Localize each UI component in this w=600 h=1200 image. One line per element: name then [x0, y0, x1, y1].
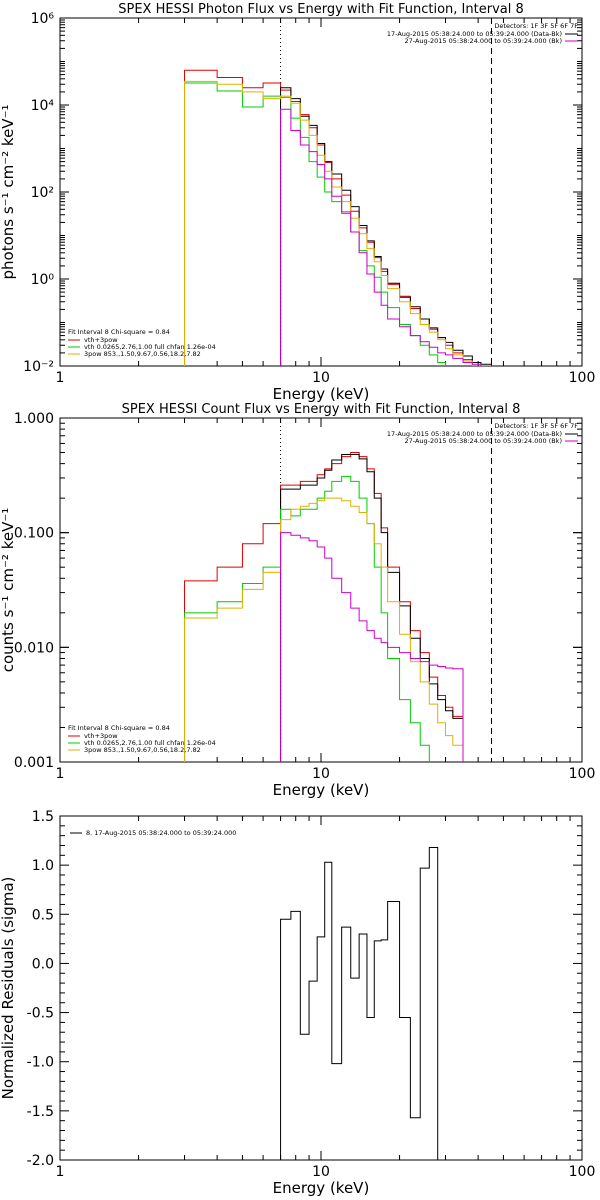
plot-area [280, 846, 439, 1160]
fit-info-label: Fit Interval 8 Chi-square = 0.84 [68, 724, 170, 732]
x-axis-label: Energy (keV) [273, 1179, 370, 1197]
chart-title: SPEX HESSI Count Flux vs Energy with Fit… [122, 402, 521, 417]
legend-entry-label: 27-Aug-2015 05:38:24.000 to 05:39:24.000… [405, 437, 562, 445]
y-tick-label: 10⁴ [31, 98, 55, 114]
y-axis-label: Normalized Residuals (sigma) [0, 877, 17, 1100]
series-line-data-bk [280, 454, 464, 762]
x-tick-label: 100 [569, 1164, 596, 1180]
y-tick-label: 1.000 [14, 411, 54, 427]
detectors-label: Detectors: 1F 3F 5F 6F 7F [494, 422, 578, 430]
legend-entry-label: vth 0.0265,2.76,1.00 full chfan 1.26e-04 [84, 739, 216, 747]
x-tick-label: 1 [56, 766, 65, 782]
axes-frame [59, 815, 583, 1161]
legend-entry-label: 8. 17-Aug-2015 05:38:24.000 to 05:39:24.… [86, 829, 236, 837]
y-tick-label: 10⁻² [23, 359, 54, 375]
axes-frame [59, 17, 583, 367]
plot-area [184, 418, 492, 762]
x-tick-label: 10 [312, 370, 330, 386]
series-line-vth [184, 475, 430, 762]
series-line-data-bk [280, 87, 492, 366]
y-tick-label: 1.0 [32, 858, 54, 874]
legend-entry-label: 17-Aug-2015 05:38:24.000 to 05:39:24.000… [387, 30, 562, 38]
legend-entry-label: 3pow 853.,1.50,9.67,0.56,18.2,7.82 [84, 746, 201, 754]
y-tick-label: 0.0 [32, 956, 54, 972]
fit-info-label: Fit Interval 8 Chi-square = 0.84 [68, 328, 170, 336]
x-axis-label: Energy (keV) [273, 385, 370, 403]
series-line-3pow [184, 497, 464, 762]
legend-entry-label: vth+3pow [84, 336, 118, 344]
x-axis-label: Energy (keV) [273, 781, 370, 799]
series-line-8-17-aug-2015-05-38-24-000-to-05-39-24-000 [280, 846, 439, 1160]
axes-frame [59, 417, 583, 763]
y-axis-label: photons s⁻¹ cm⁻² keV⁻¹ [0, 105, 17, 280]
series-line-3pow [184, 80, 473, 366]
chart-title: SPEX HESSI Photon Flux vs Energy with Fi… [118, 2, 524, 17]
series-line-bk [280, 108, 492, 366]
y-tick-label: -1.0 [27, 1055, 54, 1071]
x-tick-label: 1 [56, 1164, 65, 1180]
legend-entry-label: vth 0.0265,2.76,1.00 full chfan 1.26e-04 [84, 343, 216, 351]
legend-entry-label: vth+3pow [84, 732, 118, 740]
y-tick-label: 0.5 [32, 907, 54, 923]
y-tick-label: 1.5 [32, 809, 54, 825]
y-tick-label: 10² [31, 185, 54, 201]
panel-1: 1 10 100 10⁻² 10⁰ 10² 10⁴ 10⁶ SPEX HESSI Photon … [0, 2, 595, 403]
plot-area [184, 18, 492, 366]
y-axis-label: counts s⁻¹ cm⁻² keV⁻¹ [0, 508, 17, 673]
panel-2: 1 10 100 0.001 0.010 0.100 1.000 SPEX HESSI Cou… [0, 402, 596, 799]
y-tick-label: -2.0 [27, 1153, 54, 1169]
series-line-bk [280, 532, 464, 762]
x-tick-label: 10 [312, 1164, 330, 1180]
x-tick-label: 10 [312, 766, 330, 782]
y-tick-label: 0.010 [14, 640, 54, 656]
y-tick-label: 0.100 [14, 526, 54, 542]
y-tick-label: 10⁰ [31, 272, 55, 288]
x-tick-label: 1 [56, 370, 65, 386]
y-tick-label: 10⁶ [31, 11, 55, 27]
legend-entry-label: 3pow 853.,1.50,9.67,0.56,18.2,7.82 [84, 350, 201, 358]
y-tick-label: -1.5 [27, 1104, 54, 1120]
legend-entry-label: 27-Aug-2015 05:38:24.000 to 05:39:24.000… [405, 37, 562, 45]
series-line-vth-3pow [184, 69, 482, 366]
x-tick-label: 100 [569, 370, 596, 386]
x-tick-label: 100 [569, 766, 596, 782]
legend-entry-label: 17-Aug-2015 05:38:24.000 to 05:39:24.000… [387, 430, 562, 438]
panel-3: 1 10 100 -2.0 -1.5 -1.0 -0.5 0.0 0.5 1.0 1.5 Energy… [0, 809, 595, 1197]
detectors-label: Detectors: 1F 3F 5F 6F 7F [494, 22, 578, 30]
y-tick-label: -0.5 [27, 1006, 54, 1022]
y-tick-label: 0.001 [14, 755, 54, 771]
series-line-vth [184, 82, 447, 366]
